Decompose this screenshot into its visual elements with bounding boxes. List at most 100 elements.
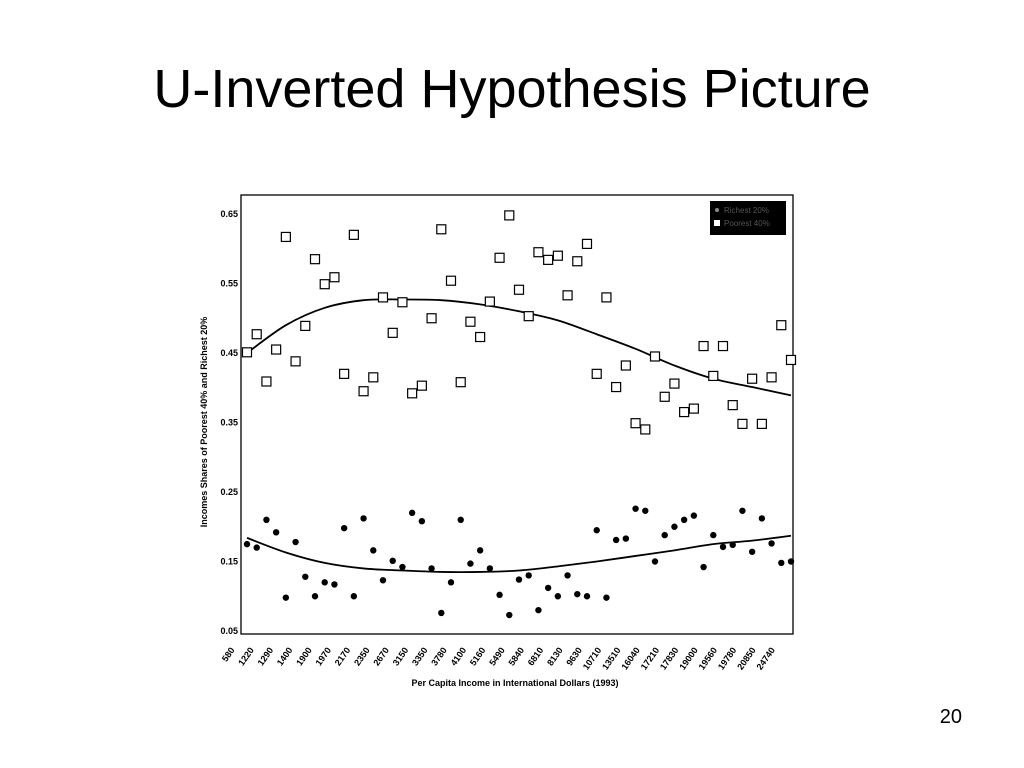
data-point-dot — [253, 544, 260, 551]
data-point-dot — [515, 576, 523, 583]
legend-box — [710, 201, 786, 235]
data-point-dot — [476, 547, 484, 554]
data-point-dot — [340, 524, 348, 532]
data-point-dot — [719, 543, 727, 551]
data-point-dot — [564, 572, 571, 579]
data-point-dot — [671, 523, 678, 530]
data-point-square — [785, 354, 797, 366]
data-point-dot — [370, 547, 377, 554]
data-point-dot — [544, 584, 552, 592]
data-point-square — [494, 252, 505, 263]
data-point-square — [348, 229, 359, 240]
x-tick-label: 6810 — [526, 645, 546, 667]
x-tick-label: 2350 — [352, 645, 372, 667]
data-point-square — [339, 368, 350, 379]
data-point-square — [543, 254, 554, 265]
data-point-square — [640, 424, 651, 435]
data-point-dot — [632, 505, 639, 512]
data-point-dot — [758, 515, 766, 522]
data-point-square — [445, 275, 457, 286]
data-point-dot — [680, 516, 688, 523]
data-point-dot — [612, 536, 620, 544]
data-point-square — [484, 296, 495, 307]
data-point-dot — [331, 581, 338, 588]
data-point-square — [611, 381, 622, 393]
data-point-square — [426, 313, 437, 324]
x-tick-label: 17830 — [658, 645, 681, 671]
x-tick-label: 3350 — [410, 645, 430, 667]
trend-lines — [246, 298, 792, 573]
data-point-dot — [554, 593, 562, 600]
data-point-square — [708, 370, 719, 382]
x-tick-label: 16040 — [619, 645, 642, 671]
x-tick-label: 13510 — [600, 645, 623, 671]
data-point-dot — [574, 590, 581, 598]
x-tick-label: 8130 — [545, 645, 565, 667]
data-point-square — [368, 372, 379, 383]
data-point-square — [416, 380, 427, 391]
y-tick-label: 0.35 — [220, 418, 238, 428]
x-tick-label: 1970 — [313, 645, 333, 667]
y-tick-label: 0.25 — [220, 487, 238, 497]
data-point-dot — [321, 579, 328, 586]
data-point-square — [271, 344, 282, 355]
trend-line-2 — [246, 534, 792, 573]
x-tick-label: 20850 — [735, 645, 758, 671]
data-point-dot — [243, 540, 251, 548]
legend-label: Richest 20% — [724, 206, 769, 215]
data-point-square — [698, 340, 709, 352]
data-point-square — [513, 284, 525, 295]
x-tick-label: 1400 — [275, 645, 295, 667]
x-tick-label: 2170 — [333, 645, 353, 667]
data-point-square — [475, 331, 486, 343]
data-point-square — [251, 329, 262, 340]
data-point-dot — [700, 563, 707, 571]
data-point-square — [377, 292, 389, 303]
data-point-square — [679, 406, 690, 418]
data-point-square — [756, 418, 767, 429]
y-axis: 0.65 0.55 0.45 0.35 0.25 0.15 0.05 — [220, 209, 238, 636]
data-point-dot — [506, 611, 513, 619]
y-tick-label: 0.55 — [220, 279, 238, 289]
data-point-dot — [778, 559, 785, 567]
x-tick-label: 19560 — [697, 645, 720, 671]
data-point-square — [630, 418, 641, 429]
data-point-square — [387, 327, 398, 338]
plot-area — [240, 194, 794, 635]
data-point-dot — [525, 572, 532, 579]
data-point-dot — [447, 579, 455, 586]
x-tick-label: 19000 — [677, 645, 700, 671]
data-point-dot — [768, 540, 775, 547]
slide-title: U-Inverted Hypothesis Picture — [153, 59, 871, 119]
trend-line-1 — [246, 298, 792, 397]
data-point-square — [717, 340, 729, 352]
data-point-square — [504, 210, 515, 221]
x-tick-label: 5840 — [506, 645, 526, 667]
data-point-dot — [739, 507, 746, 514]
legend: Richest 20% Poorest 40% — [710, 201, 786, 235]
data-point-square — [533, 247, 544, 258]
data-point-square — [581, 238, 593, 249]
data-point-square — [669, 378, 680, 389]
x-tick-label: 1290 — [256, 645, 276, 667]
data-point-square — [329, 272, 340, 283]
data-point-square — [319, 279, 330, 290]
data-point-dot — [360, 515, 367, 522]
x-tick-label: 19780 — [716, 645, 739, 671]
y-tick-label: 0.65 — [220, 209, 238, 219]
data-point-dot — [457, 516, 464, 523]
data-point-dot — [787, 558, 795, 565]
data-point-dot — [428, 565, 435, 572]
data-point-square — [601, 292, 612, 303]
data-point-dot — [651, 558, 659, 565]
data-point-dot — [272, 529, 280, 536]
data-point-dot — [263, 516, 270, 523]
data-point-square — [572, 256, 583, 267]
data-point-square — [290, 356, 301, 367]
y-axis-label: Incomes Shares of Poorest 40% and Riches… — [199, 317, 209, 528]
data-point-square — [407, 388, 418, 399]
data-point-square — [436, 224, 447, 235]
data-point-square — [747, 373, 758, 384]
x-tick-label: 1900 — [294, 645, 314, 667]
